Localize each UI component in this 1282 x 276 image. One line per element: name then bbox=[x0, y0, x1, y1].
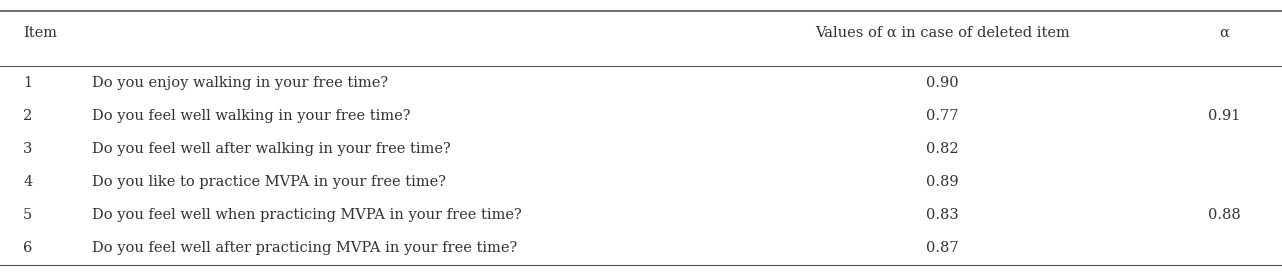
Text: 5: 5 bbox=[23, 208, 32, 222]
Text: 0.87: 0.87 bbox=[926, 242, 959, 255]
Text: Values of α in case of deleted item: Values of α in case of deleted item bbox=[815, 26, 1069, 40]
Text: α: α bbox=[1219, 26, 1229, 40]
Text: 2: 2 bbox=[23, 109, 32, 123]
Text: Do you feel well after practicing MVPA in your free time?: Do you feel well after practicing MVPA i… bbox=[92, 242, 518, 255]
Text: Do you like to practice MVPA in your free time?: Do you like to practice MVPA in your fre… bbox=[92, 175, 446, 189]
Text: 3: 3 bbox=[23, 142, 32, 156]
Text: 1: 1 bbox=[23, 76, 32, 90]
Text: 0.89: 0.89 bbox=[926, 175, 959, 189]
Text: Do you feel well when practicing MVPA in your free time?: Do you feel well when practicing MVPA in… bbox=[92, 208, 522, 222]
Text: 0.91: 0.91 bbox=[1208, 109, 1241, 123]
Text: 0.77: 0.77 bbox=[926, 109, 959, 123]
Text: 6: 6 bbox=[23, 242, 32, 255]
Text: 0.82: 0.82 bbox=[926, 142, 959, 156]
Text: 0.88: 0.88 bbox=[1208, 208, 1241, 222]
Text: 0.83: 0.83 bbox=[926, 208, 959, 222]
Text: Do you enjoy walking in your free time?: Do you enjoy walking in your free time? bbox=[92, 76, 388, 90]
Text: Do you feel well walking in your free time?: Do you feel well walking in your free ti… bbox=[92, 109, 410, 123]
Text: 0.90: 0.90 bbox=[926, 76, 959, 90]
Text: Item: Item bbox=[23, 26, 58, 40]
Text: Do you feel well after walking in your free time?: Do you feel well after walking in your f… bbox=[92, 142, 451, 156]
Text: 4: 4 bbox=[23, 175, 32, 189]
